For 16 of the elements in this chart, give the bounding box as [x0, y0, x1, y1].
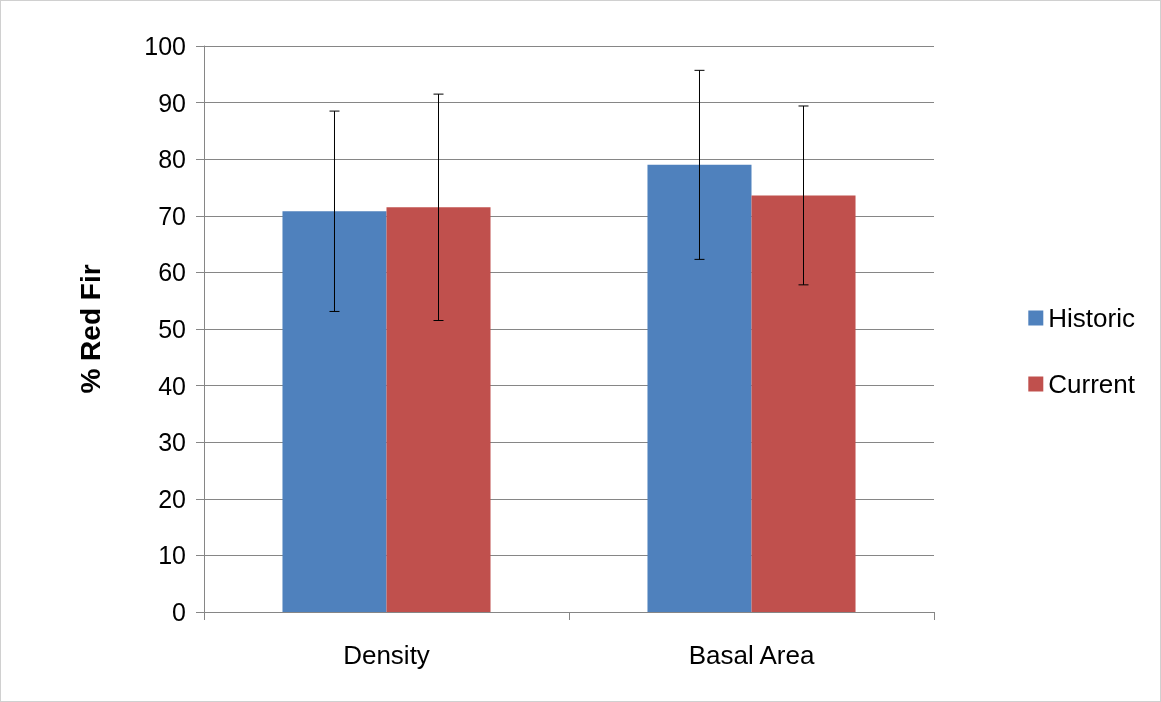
- y-tick-label: 30: [158, 428, 186, 457]
- y-tick-label: 70: [158, 201, 186, 230]
- y-axis-title: % Red Fir: [74, 264, 106, 394]
- y-tick-label: 100: [144, 32, 186, 60]
- y-tick-label: 40: [158, 371, 186, 400]
- y-tick-label: 10: [158, 541, 186, 570]
- x-tick-label: Density: [343, 640, 430, 670]
- legend-label: Historic: [1048, 303, 1135, 333]
- legend-label: Current: [1048, 369, 1136, 399]
- y-tick-label: 80: [158, 145, 186, 174]
- y-tick-label: 50: [158, 315, 186, 343]
- y-tick-label: 60: [158, 258, 186, 287]
- y-tick-label: 20: [158, 484, 186, 513]
- y-tick-label: 0: [172, 598, 186, 626]
- x-tick-label: Basal Area: [688, 640, 815, 670]
- y-tick-label: 90: [158, 88, 186, 117]
